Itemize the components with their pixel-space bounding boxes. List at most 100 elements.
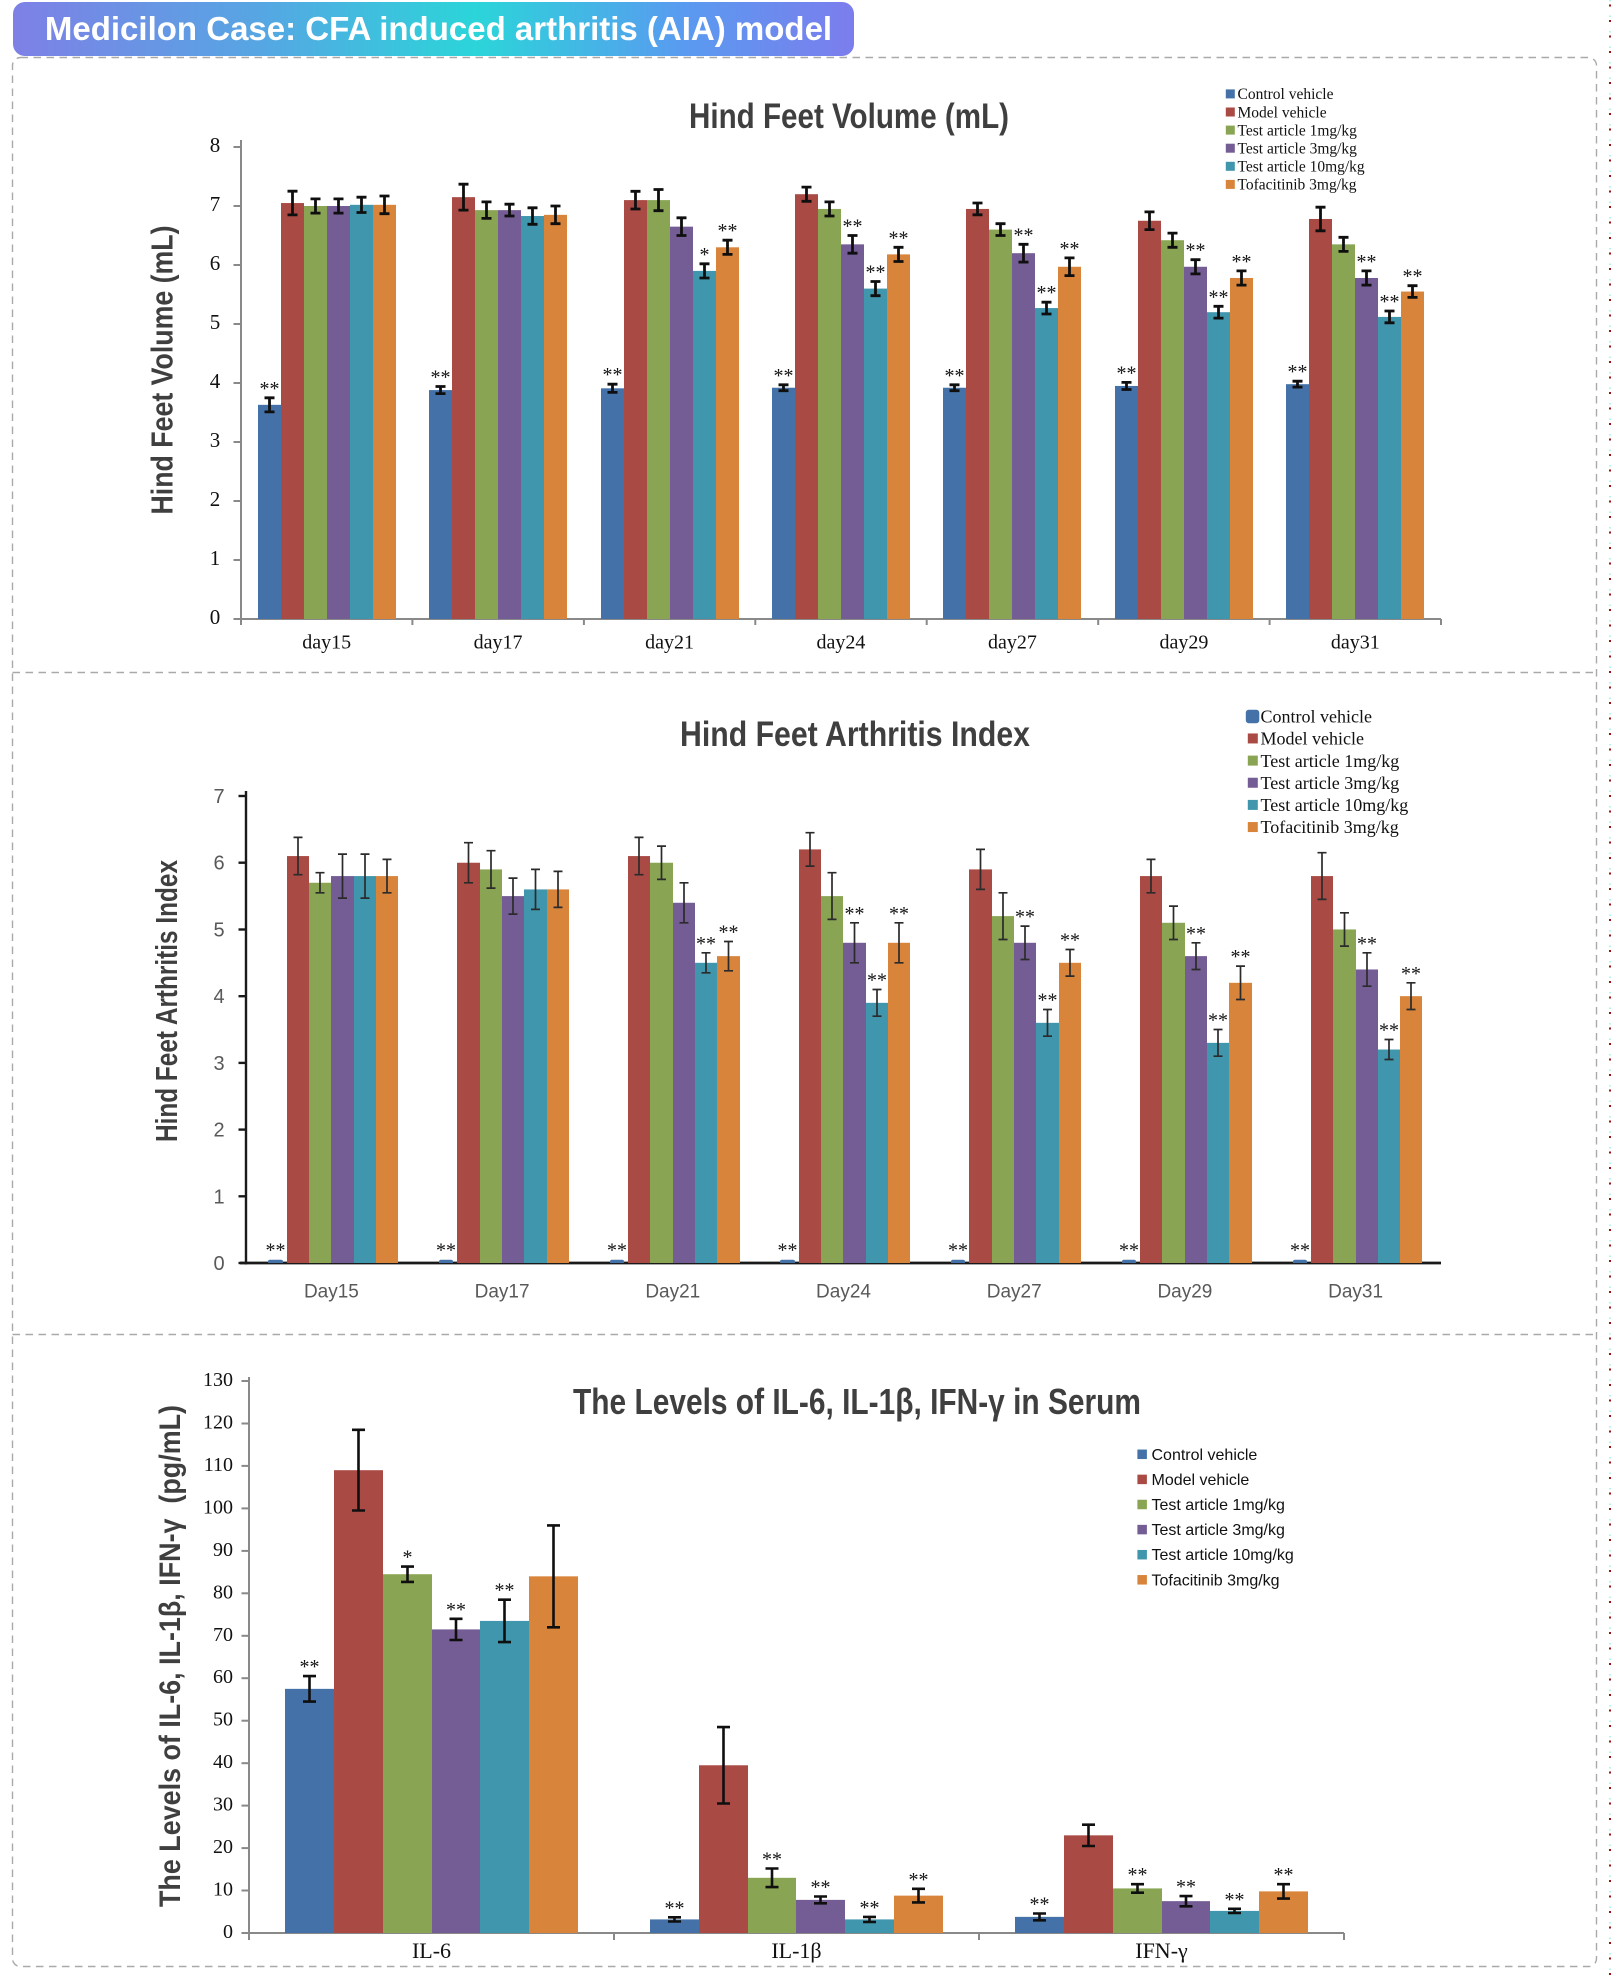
- svg-text:**: **: [867, 970, 887, 992]
- svg-text:**: **: [1225, 1889, 1245, 1911]
- svg-text:**: **: [1209, 286, 1229, 308]
- svg-text:**: **: [889, 903, 909, 925]
- svg-text:Test article 10mg/kg: Test article 10mg/kg: [1261, 795, 1409, 815]
- svg-text:Test article 1mg/kg: Test article 1mg/kg: [1261, 751, 1400, 771]
- svg-text:**: **: [431, 367, 451, 389]
- svg-text:day27: day27: [988, 632, 1037, 654]
- svg-text:5: 5: [210, 310, 221, 334]
- svg-text:**: **: [1015, 906, 1035, 928]
- svg-text:**: **: [1060, 238, 1080, 260]
- svg-text:100: 100: [203, 1496, 233, 1518]
- svg-text:**: **: [1117, 362, 1137, 384]
- svg-text:Day29: Day29: [1157, 1282, 1212, 1303]
- svg-text:110: 110: [204, 1454, 233, 1476]
- svg-text:day17: day17: [474, 632, 523, 654]
- svg-text:Day15: Day15: [304, 1282, 359, 1303]
- svg-text:**: **: [845, 903, 865, 925]
- svg-text:**: **: [260, 378, 280, 400]
- svg-text:**: **: [1186, 923, 1206, 945]
- svg-text:Test article 10mg/kg: Test article 10mg/kg: [1238, 159, 1365, 176]
- svg-text:**: **: [843, 216, 863, 238]
- svg-text:**: **: [446, 1599, 466, 1621]
- svg-text:130: 130: [203, 1369, 233, 1391]
- svg-text:IL-1β: IL-1β: [771, 1938, 821, 1963]
- svg-text:3: 3: [210, 428, 221, 452]
- svg-text:**: **: [1274, 1864, 1294, 1886]
- svg-text:Day31: Day31: [1328, 1282, 1383, 1303]
- svg-text:Test article 1mg/kg: Test article 1mg/kg: [1238, 122, 1358, 139]
- svg-text:Hind Feet Arthritis Index: Hind Feet Arthritis Index: [680, 715, 1030, 754]
- svg-text:**: **: [1014, 224, 1034, 246]
- svg-text:Day21: Day21: [645, 1282, 700, 1303]
- svg-text:**: **: [811, 1877, 831, 1899]
- svg-text:**: **: [1208, 1010, 1228, 1032]
- svg-text:**: **: [495, 1580, 515, 1602]
- svg-text:**: **: [1037, 282, 1057, 304]
- svg-text:**: **: [718, 220, 738, 242]
- svg-text:7: 7: [210, 192, 221, 216]
- svg-text:Control vehicle: Control vehicle: [1152, 1447, 1258, 1464]
- svg-text:7: 7: [213, 786, 224, 808]
- svg-text:day29: day29: [1159, 632, 1208, 654]
- svg-text:80: 80: [213, 1581, 233, 1603]
- svg-text:**: **: [603, 364, 623, 386]
- svg-text:Hind Feet Arthritis Index: Hind Feet Arthritis Index: [149, 859, 184, 1142]
- svg-text:0: 0: [213, 1253, 224, 1275]
- svg-text:day24: day24: [817, 632, 866, 654]
- svg-text:Control vehicle: Control vehicle: [1238, 86, 1334, 103]
- svg-text:**: **: [1186, 240, 1206, 262]
- svg-text:**: **: [1038, 990, 1058, 1012]
- svg-text:**: **: [1030, 1894, 1050, 1916]
- svg-text:2: 2: [213, 1120, 224, 1142]
- svg-text:day15: day15: [302, 632, 351, 654]
- svg-text:Test article 1mg/kg: Test article 1mg/kg: [1152, 1497, 1285, 1514]
- svg-text:Day27: Day27: [987, 1282, 1042, 1303]
- svg-text:**: **: [665, 1897, 685, 1919]
- svg-text:Model vehicle: Model vehicle: [1238, 104, 1327, 121]
- svg-text:**: **: [774, 365, 794, 387]
- svg-text:**: **: [860, 1897, 880, 1919]
- svg-text:4: 4: [210, 369, 221, 393]
- svg-text:6: 6: [210, 251, 221, 275]
- svg-text:**: **: [607, 1240, 627, 1262]
- svg-text:**: **: [778, 1240, 798, 1262]
- svg-text:**: **: [719, 922, 739, 944]
- svg-text:**: **: [266, 1240, 286, 1262]
- svg-text:IFN-γ: IFN-γ: [1135, 1938, 1188, 1963]
- svg-text:20: 20: [213, 1836, 233, 1858]
- svg-text:**: **: [1379, 1020, 1399, 1042]
- svg-text:IL-6: IL-6: [412, 1938, 451, 1963]
- svg-text:**: **: [909, 1869, 929, 1891]
- svg-text:**: **: [1119, 1240, 1139, 1262]
- svg-text:3: 3: [213, 1053, 224, 1075]
- svg-text:*: *: [403, 1547, 413, 1569]
- svg-text:**: **: [1380, 291, 1400, 313]
- svg-text:Tofacitinib 3mg/kg: Tofacitinib 3mg/kg: [1152, 1572, 1280, 1589]
- svg-text:0: 0: [210, 605, 221, 629]
- svg-text:70: 70: [213, 1624, 233, 1646]
- svg-text:40: 40: [213, 1751, 233, 1773]
- svg-text:0: 0: [223, 1921, 233, 1943]
- svg-text:**: **: [1128, 1864, 1148, 1886]
- svg-text:day31: day31: [1331, 632, 1380, 654]
- svg-text:6: 6: [213, 853, 224, 875]
- svg-text:Model vehicle: Model vehicle: [1152, 1472, 1250, 1489]
- svg-text:Model vehicle: Model vehicle: [1261, 729, 1364, 749]
- svg-text:8: 8: [210, 133, 221, 157]
- svg-text:120: 120: [203, 1412, 233, 1434]
- svg-text:10: 10: [213, 1879, 233, 1901]
- svg-text:**: **: [762, 1849, 782, 1871]
- svg-text:Hind Feet Volume (mL): Hind Feet Volume (mL): [689, 97, 1009, 136]
- svg-text:Tofacitinib 3mg/kg: Tofacitinib 3mg/kg: [1238, 177, 1357, 194]
- svg-text:1: 1: [210, 546, 221, 570]
- svg-text:Test article 3mg/kg: Test article 3mg/kg: [1152, 1522, 1285, 1539]
- svg-text:Hind Feet Volume (mL): Hind Feet Volume (mL): [145, 226, 180, 515]
- svg-text:4: 4: [213, 986, 224, 1008]
- svg-text:**: **: [1290, 1240, 1310, 1262]
- svg-text:Control vehicle: Control vehicle: [1261, 707, 1372, 727]
- svg-text:**: **: [1288, 361, 1308, 383]
- svg-text:**: **: [948, 1240, 968, 1262]
- svg-text:**: **: [1060, 930, 1080, 952]
- svg-text:Test article 3mg/kg: Test article 3mg/kg: [1261, 773, 1400, 793]
- svg-text:Test article 3mg/kg: Test article 3mg/kg: [1238, 141, 1358, 158]
